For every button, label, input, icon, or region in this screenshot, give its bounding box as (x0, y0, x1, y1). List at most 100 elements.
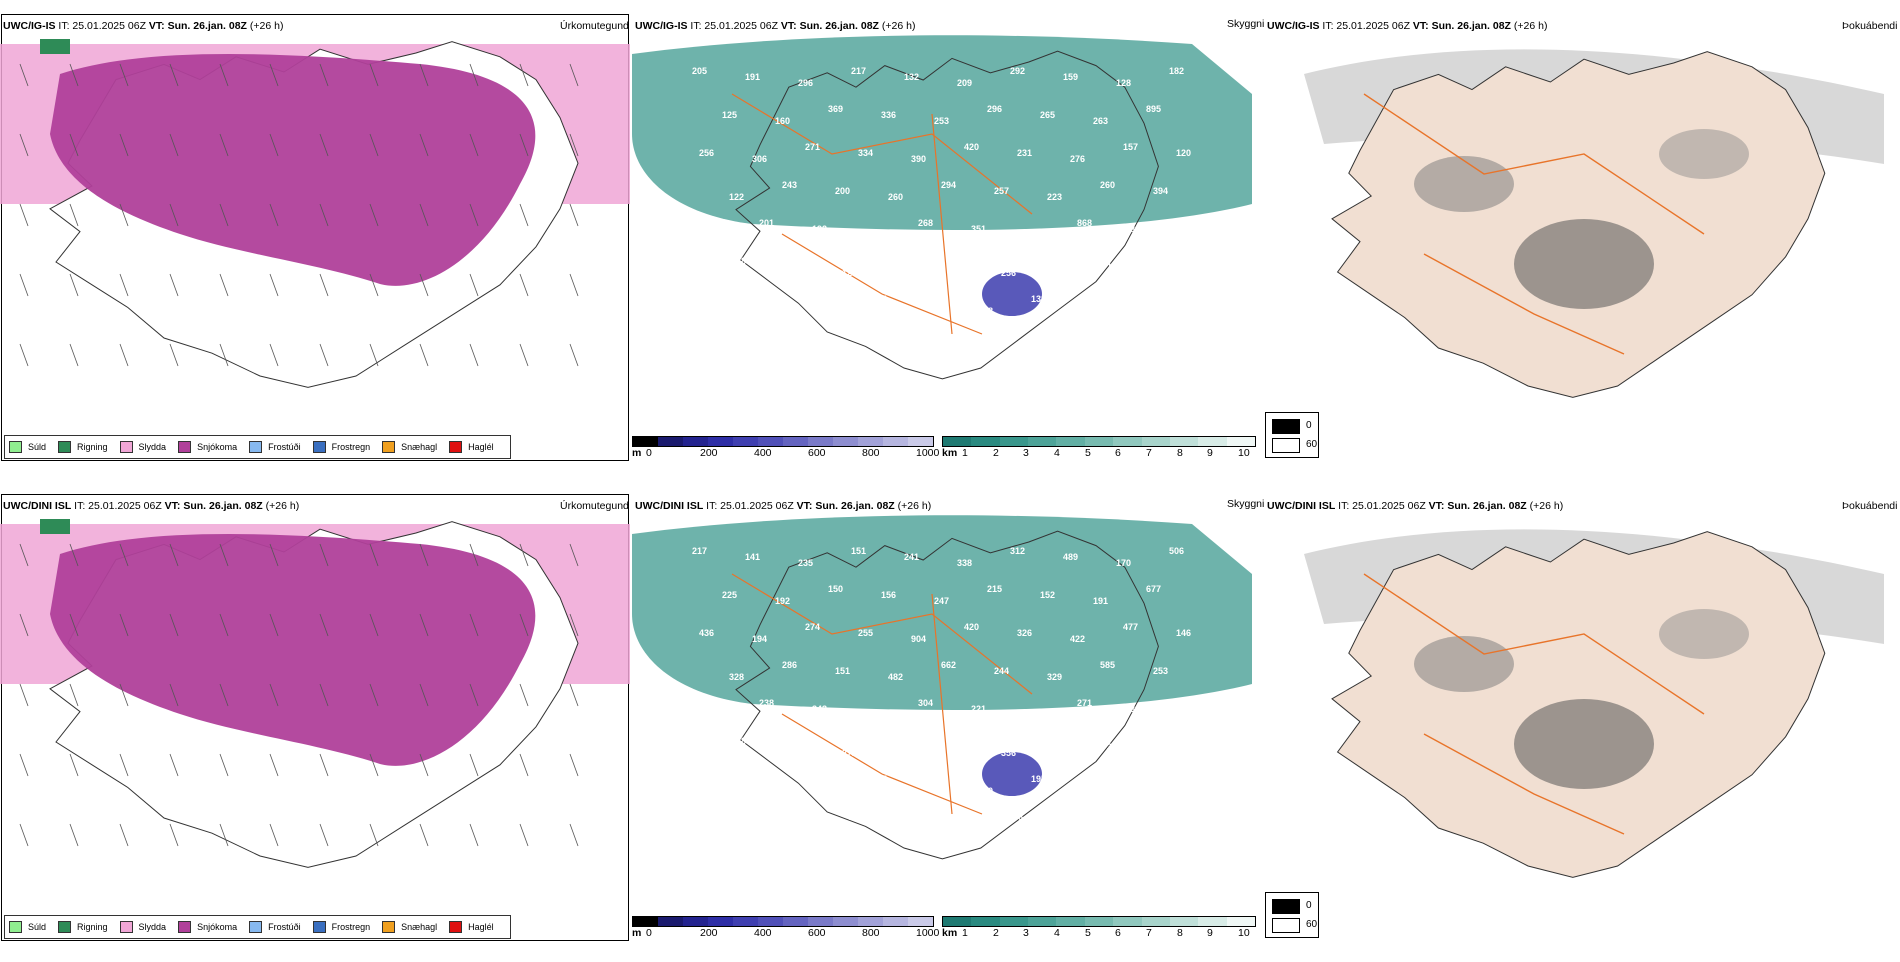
ceiling-value: 506 (1169, 546, 1184, 556)
wind-barb (419, 683, 429, 707)
colorbar-step (943, 437, 972, 446)
ceiling-value: 420 (964, 622, 979, 632)
coastline (735, 50, 1159, 380)
cloud-visibility-panel: UWC/IG-IS IT: 25.01.2025 06Z VT: Sun. 26… (632, 12, 1264, 482)
ceiling-value: 305 (1107, 742, 1122, 752)
colorbar-step (971, 917, 1000, 926)
ceiling-value: 271 (1077, 698, 1092, 708)
ceiling-value: 449 (955, 824, 970, 834)
wind-barb (569, 203, 579, 227)
legend-label: Slydda (138, 922, 167, 932)
wind-barb (269, 683, 279, 707)
ceiling-value: 260 (1100, 180, 1115, 190)
wind-barb (469, 63, 479, 87)
roads (1363, 93, 1705, 355)
ceiling-value: 557 (1054, 736, 1069, 746)
ceiling-value: 329 (1047, 672, 1062, 682)
precip-legend: Súld Rigning Slydda Snjókoma Frostúði Frostre… (4, 435, 511, 459)
wind-barb (269, 823, 279, 847)
fog-indicator-mid (1659, 129, 1749, 179)
ceiling-value: 415 (948, 742, 963, 752)
colorbar-tick: 0 (646, 447, 652, 459)
lead-time: (+26 h) (1529, 500, 1564, 512)
legend-swatch (312, 441, 326, 453)
ceiling-value: 331 (1114, 824, 1129, 834)
ceiling-value: 122 (729, 192, 744, 202)
ceiling-value: 256 (902, 818, 917, 828)
ceiling-value: 225 (722, 590, 737, 600)
legend-swatch (249, 441, 263, 453)
colorbar-tick: 1 (962, 927, 968, 939)
wind-barb (319, 543, 329, 567)
panel-title: Skyggni (1227, 498, 1265, 510)
wind-barb (569, 823, 579, 847)
legend-item: Súld (9, 921, 46, 933)
ceiling-value: 255 (858, 628, 873, 638)
colorbar-step (658, 917, 683, 926)
ceiling-value: 324 (819, 786, 834, 796)
ceiling-value: 296 (987, 104, 1002, 114)
legend-item: Slydda (119, 441, 166, 453)
ceiling-value: 312 (895, 256, 910, 266)
wind-barb (369, 823, 379, 847)
fog-indicator-dark (1514, 699, 1654, 789)
ceiling-value: 272 (842, 748, 857, 758)
wind-barb (269, 613, 279, 637)
ceiling-value: 138 (1061, 818, 1076, 828)
colorbar-step (783, 437, 808, 446)
ceiling-value: 296 (798, 78, 813, 88)
legend-label: Snæhagl (401, 442, 438, 452)
legend-swatch (9, 441, 22, 453)
wind-barb (369, 63, 379, 87)
fog-swatch-dark (1272, 899, 1300, 914)
colorbar-unit: m (632, 927, 642, 939)
colorbar-tick: 8 (1177, 927, 1183, 939)
vt-prefix: VT: (780, 20, 797, 32)
wind-barb (519, 63, 529, 87)
model-label: UWC/IG-IS (3, 20, 56, 32)
colorbar-tick: 1000 (916, 447, 940, 459)
wind-barb (69, 273, 79, 297)
colorbar-tick: 4 (1054, 447, 1060, 459)
legend-label: Snjókoma (197, 442, 238, 452)
wind-barb (119, 823, 129, 847)
fog-swatch-dark (1272, 419, 1300, 434)
wind-barb (169, 343, 179, 367)
ceiling-value: 217 (692, 546, 707, 556)
panel-header: UWC/DINI ISL IT: 25.01.2025 06Z VT: Sun.… (3, 500, 299, 512)
init-time: IT: 25.01.2025 06Z (58, 20, 146, 32)
colorbar-tick: 200 (700, 927, 718, 939)
fog-label-low: 0 (1306, 900, 1312, 911)
ceiling-value: 482 (888, 672, 903, 682)
valid-time: Sun. 26.jan. 08Z (799, 20, 879, 32)
panel-header: UWC/DINI ISL IT: 25.01.2025 06Z VT: Sun.… (1267, 500, 1563, 512)
ceiling-value: 170 (1116, 558, 1131, 568)
ceiling-value: 310 (743, 818, 758, 828)
roads (731, 93, 1033, 335)
wind-barb (519, 343, 529, 367)
wind-barb (69, 613, 79, 637)
colorbar-step (808, 917, 833, 926)
colorbar-step (908, 917, 933, 926)
colorbar-tick: 5 (1085, 927, 1091, 939)
fog-swatch-light (1272, 438, 1300, 453)
ceiling-value: 141 (745, 552, 760, 562)
legend-label: Snjókoma (197, 922, 238, 932)
wind-barb (519, 823, 529, 847)
ceiling-value: 192 (1183, 230, 1198, 240)
rain-area (40, 519, 70, 534)
wind-barb (19, 343, 29, 367)
colorbar-tick: 800 (862, 447, 880, 459)
ceiling-value: 238 (759, 698, 774, 708)
colorbar-step (1226, 917, 1255, 926)
legend-item: Súld (9, 441, 46, 453)
ceiling-value: 79 (985, 850, 995, 860)
wind-barb (19, 203, 29, 227)
wind-barb (119, 343, 129, 367)
ceiling-value: 256 (699, 148, 714, 158)
low-ceiling-area (982, 272, 1042, 316)
legend-item: Frostregn (312, 441, 370, 453)
fog-label-high: 60 (1306, 439, 1318, 450)
ceiling-value: 192 (812, 224, 827, 234)
wind-barb (519, 203, 529, 227)
